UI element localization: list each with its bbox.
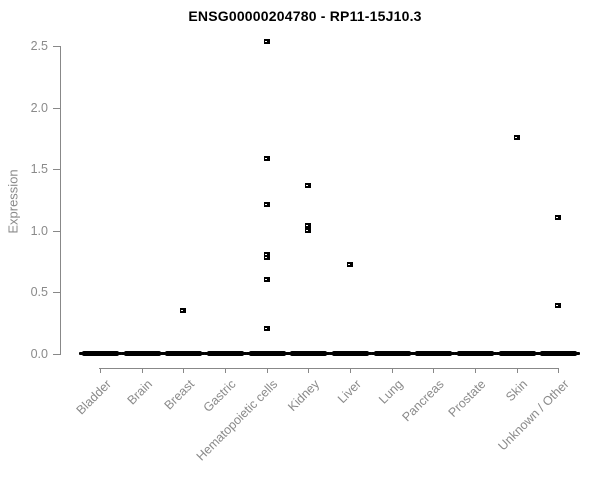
y-tick-label: 1.5 — [30, 162, 48, 177]
zero-expression-cluster — [412, 351, 456, 356]
x-tick-label: Kidney — [285, 377, 323, 414]
x-tick-label: Brain — [125, 377, 156, 408]
data-point — [305, 227, 312, 233]
x-tick-label: Breast — [161, 377, 198, 413]
y-tick-label: 1.0 — [30, 223, 48, 238]
data-point — [263, 254, 270, 260]
x-tick-mark — [433, 368, 435, 373]
data-point — [305, 222, 312, 228]
data-point — [180, 307, 187, 313]
y-tick-mark — [53, 107, 60, 109]
zero-expression-cluster — [495, 351, 539, 356]
x-tick-mark — [391, 368, 393, 373]
x-tick-mark — [474, 368, 476, 373]
x-tick-label: Lung — [375, 377, 406, 407]
x-tick-mark — [516, 368, 518, 373]
y-tick-mark — [53, 354, 60, 355]
x-tick-label: Skin — [503, 377, 531, 405]
zero-expression-cluster — [537, 351, 581, 356]
x-axis-line — [99, 368, 559, 369]
y-tick-mark — [53, 230, 60, 232]
x-tick-mark — [183, 368, 185, 373]
data-point — [263, 277, 270, 283]
x-tick-mark — [224, 368, 226, 373]
zero-expression-cluster — [370, 351, 414, 356]
data-point — [555, 302, 562, 308]
data-point — [263, 39, 270, 45]
y-tick-label: 2.0 — [30, 100, 48, 115]
data-point — [513, 135, 520, 141]
zero-expression-cluster — [120, 351, 164, 356]
y-tick-mark — [53, 292, 60, 294]
y-axis-label: Expression — [5, 169, 21, 234]
zero-expression-cluster — [245, 351, 289, 356]
x-tick-mark — [100, 368, 101, 373]
y-tick-mark — [53, 46, 60, 47]
zero-expression-cluster — [79, 351, 122, 356]
data-point — [263, 201, 270, 207]
zero-expression-cluster — [203, 351, 247, 356]
y-tick-mark — [53, 169, 60, 171]
y-tick-label: 2.5 — [30, 39, 48, 53]
y-tick-label: 0.0 — [30, 347, 48, 361]
x-tick-mark — [308, 368, 310, 373]
x-tick-mark — [558, 368, 560, 373]
data-point — [555, 215, 562, 221]
zero-expression-cluster — [287, 351, 331, 356]
zero-expression-cluster — [453, 351, 497, 356]
zero-expression-cluster — [328, 351, 372, 356]
zero-expression-cluster — [162, 351, 206, 356]
x-tick-label: Prostate — [446, 377, 489, 420]
data-point — [263, 156, 270, 162]
y-tick-label: 0.5 — [30, 285, 48, 300]
x-tick-mark — [266, 368, 268, 373]
data-point — [305, 183, 312, 189]
x-tick-label: Bladder — [73, 377, 114, 418]
y-axis-line — [60, 46, 61, 355]
x-tick-mark — [349, 368, 351, 373]
data-point — [263, 326, 270, 332]
x-tick-label: Liver — [334, 377, 364, 407]
x-tick-label: Pancreas — [399, 377, 448, 425]
x-tick-label: Gastric — [200, 377, 239, 415]
data-point — [346, 262, 353, 268]
x-tick-label: Hematopoietic cells — [193, 377, 281, 464]
x-tick-mark — [141, 368, 143, 373]
chart-title: ENSG00000204780 - RP11-15J10.3 — [188, 8, 422, 24]
